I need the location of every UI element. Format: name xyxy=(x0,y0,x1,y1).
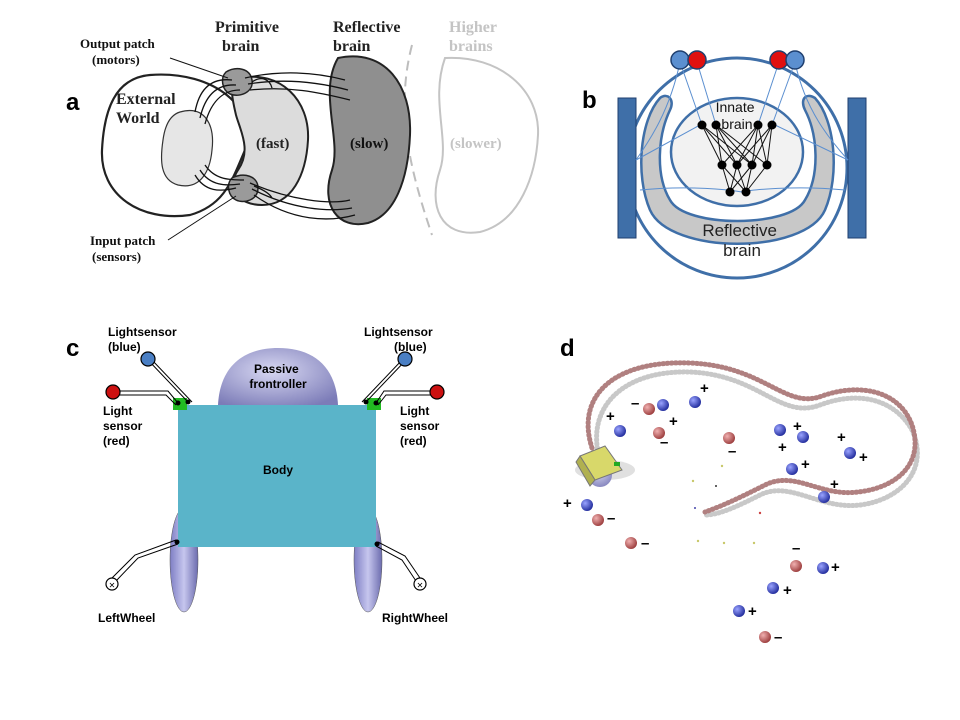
reflective-brain-shape xyxy=(327,55,412,226)
floor-markers xyxy=(691,464,762,545)
sign-plus: + xyxy=(778,439,787,456)
light-sensor-red-right-label: Light sensor (red) xyxy=(400,404,443,448)
right-wheel-marker-glyph: ✕ xyxy=(417,581,424,590)
light-sensor-blue-right xyxy=(397,351,413,367)
panel-d: d xyxy=(560,335,920,646)
lightsensor-blue-left-label: Lightsensor (blue) xyxy=(108,325,180,354)
left-wheel-marker-glyph: ✕ xyxy=(109,581,116,590)
output-patch xyxy=(221,67,253,96)
sign-plus: + xyxy=(859,449,868,466)
external-world-patch xyxy=(160,110,214,187)
sign-minus: – xyxy=(660,434,668,451)
sign-plus: + xyxy=(563,495,572,512)
sign-plus: + xyxy=(748,603,757,620)
panel-b-letter: b xyxy=(582,87,597,114)
panel-c-leader-dots xyxy=(174,399,380,547)
sign-minus: – xyxy=(631,395,639,412)
primitive-brain-shape xyxy=(231,75,310,207)
robot-body xyxy=(178,405,376,547)
sign-minus: – xyxy=(641,535,649,552)
sign-plus: + xyxy=(606,408,615,425)
light-sensor-red-left-label: Light sensor (red) xyxy=(103,404,146,448)
left-wheel-marker xyxy=(105,577,119,591)
sign-minus: – xyxy=(728,443,736,460)
sensor-blue-left xyxy=(670,50,690,70)
primitive-brain-label: Primitive brain xyxy=(215,19,283,55)
sensor-blue-right xyxy=(785,50,805,70)
sign-plus: + xyxy=(801,456,810,473)
input-patch-leader xyxy=(167,195,237,241)
sign-plus: + xyxy=(783,582,792,599)
blue-balls xyxy=(581,396,856,617)
right-wheel-label: RightWheel xyxy=(382,611,448,625)
panel-c-leaders xyxy=(111,359,437,582)
sensor-connections xyxy=(635,61,849,193)
sensor-red-left xyxy=(687,50,707,70)
higher-brains-shape xyxy=(434,56,540,234)
right-rail xyxy=(847,97,867,239)
reflective-brain-region xyxy=(640,94,835,245)
robot-trajectory xyxy=(585,360,918,515)
red-balls xyxy=(592,403,802,643)
output-patch-leader xyxy=(169,57,229,79)
sign-minus: – xyxy=(607,510,615,527)
divider-dashed xyxy=(403,44,433,236)
lightsensor-blue-right-label: Lightsensor (blue) xyxy=(364,325,436,354)
reflective-brain-label: Reflective brain xyxy=(333,19,405,55)
panel-c-letter: c xyxy=(66,335,79,362)
reflective-brain-label-b: Reflective brain xyxy=(702,221,781,260)
sign-plus: + xyxy=(830,476,839,493)
sign-plus: + xyxy=(669,413,678,430)
connection-bundles xyxy=(194,72,356,220)
sign-minus: – xyxy=(774,629,782,646)
sign-plus: + xyxy=(793,418,802,435)
light-sensor-red-right xyxy=(429,384,445,400)
sign-plus: + xyxy=(831,559,840,576)
passive-frontroller xyxy=(218,348,338,405)
panel-a: a xyxy=(66,19,540,264)
panel-a-letter: a xyxy=(66,89,80,116)
slow-label: (slow) xyxy=(350,136,388,152)
robot-d xyxy=(575,445,635,487)
sign-plus: + xyxy=(837,429,846,446)
panel-d-letter: d xyxy=(560,335,575,362)
external-world-label: External World xyxy=(116,91,180,127)
output-patch-label: Output patch (motors) xyxy=(80,36,158,67)
light-sensor-blue-left xyxy=(140,351,156,367)
trajectory-shadow xyxy=(594,369,920,518)
passive-frontroller-label: Passive frontroller xyxy=(249,362,307,391)
left-wheel-label: LeftWheel xyxy=(98,611,155,625)
left-rail xyxy=(617,97,637,239)
innate-network-edges xyxy=(701,124,773,193)
innate-brain-label: Innate brain xyxy=(716,99,759,132)
sign-plus: + xyxy=(700,380,709,397)
innate-network-nodes xyxy=(697,120,777,197)
fast-label: (fast) xyxy=(256,136,289,152)
panel-b: b xyxy=(582,50,867,280)
input-patch-label: Input patch (sensors) xyxy=(90,233,159,264)
body-label: Body xyxy=(263,463,293,477)
slower-label: (slower) xyxy=(450,136,502,152)
panel-c: c xyxy=(66,325,448,625)
sign-minus: – xyxy=(792,540,800,557)
right-wheel-marker xyxy=(413,577,427,591)
higher-brains-label: Higher brains xyxy=(449,19,501,55)
light-sensor-red-left xyxy=(105,384,121,400)
